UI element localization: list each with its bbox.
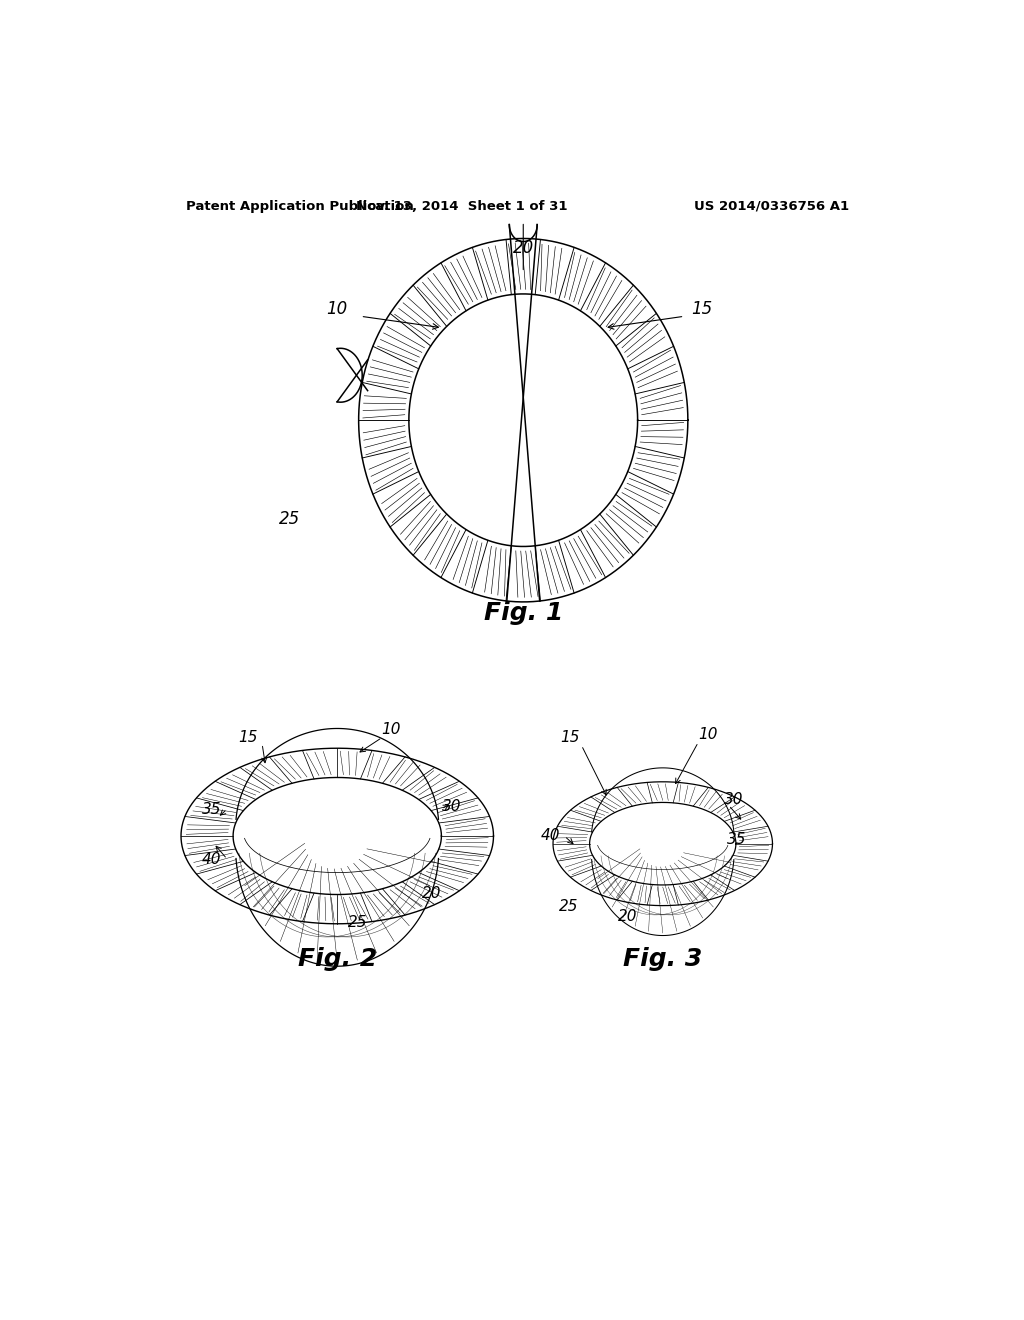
Text: US 2014/0336756 A1: US 2014/0336756 A1 bbox=[693, 199, 849, 213]
Text: 10: 10 bbox=[382, 722, 401, 738]
Text: 15: 15 bbox=[560, 730, 580, 744]
Text: Fig. 2: Fig. 2 bbox=[298, 948, 377, 972]
Text: 20: 20 bbox=[513, 239, 534, 257]
Text: 10: 10 bbox=[327, 300, 348, 318]
Text: Nov. 13, 2014  Sheet 1 of 31: Nov. 13, 2014 Sheet 1 of 31 bbox=[355, 199, 567, 213]
Text: 35: 35 bbox=[202, 801, 221, 817]
Text: 10: 10 bbox=[698, 727, 718, 742]
Text: 25: 25 bbox=[558, 899, 578, 915]
Text: 25: 25 bbox=[279, 510, 300, 528]
Text: 40: 40 bbox=[202, 851, 221, 867]
Text: 40: 40 bbox=[541, 829, 560, 843]
Text: 35: 35 bbox=[727, 833, 746, 847]
Text: 20: 20 bbox=[618, 909, 638, 924]
Text: 30: 30 bbox=[724, 792, 743, 807]
Text: 25: 25 bbox=[348, 915, 368, 929]
Text: Fig. 3: Fig. 3 bbox=[624, 948, 702, 972]
Text: 30: 30 bbox=[442, 799, 462, 814]
Text: 20: 20 bbox=[422, 886, 441, 902]
Text: 15: 15 bbox=[691, 300, 712, 318]
Text: 15: 15 bbox=[239, 730, 258, 744]
Text: Fig. 1: Fig. 1 bbox=[483, 601, 563, 624]
Text: Patent Application Publication: Patent Application Publication bbox=[186, 199, 414, 213]
